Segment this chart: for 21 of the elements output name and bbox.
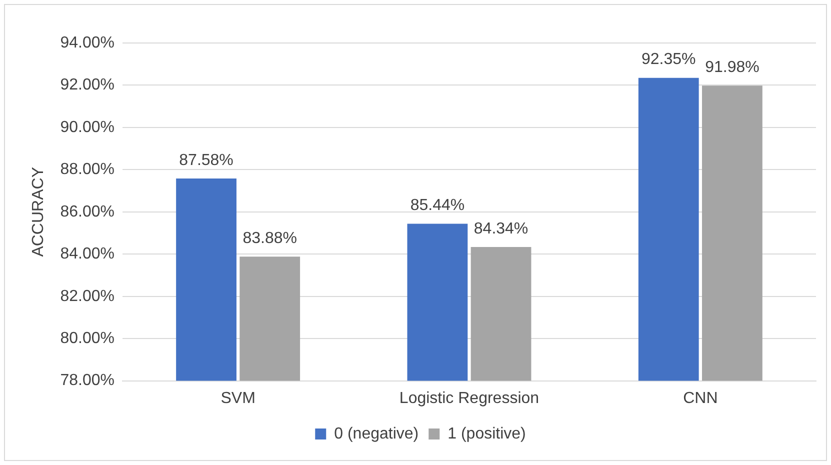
legend-label: 1 (positive) bbox=[448, 425, 526, 442]
x-tick-label: SVM bbox=[220, 390, 256, 407]
data-label: 83.88% bbox=[242, 230, 297, 248]
y-tick-label: 88.00% bbox=[60, 161, 114, 178]
y-tick-label: 80.00% bbox=[60, 330, 114, 347]
y-tick-label: 92.00% bbox=[60, 76, 114, 94]
y-tick-label: 82.00% bbox=[60, 288, 114, 305]
x-tick-label: Logistic Regression bbox=[399, 390, 540, 407]
data-label: 85.44% bbox=[410, 197, 465, 214]
x-tick-label: CNN bbox=[683, 390, 718, 407]
legend-label: 0 (negative) bbox=[334, 425, 419, 442]
y-tick-label: 78.00% bbox=[60, 372, 114, 390]
data-label: 84.34% bbox=[474, 220, 528, 238]
y-axis-title: ACCURACY bbox=[30, 166, 48, 257]
data-label: 87.58% bbox=[179, 152, 234, 169]
data-label: 91.98% bbox=[705, 59, 760, 76]
y-tick-label: 84.00% bbox=[60, 246, 114, 263]
data-label: 92.35% bbox=[641, 51, 696, 68]
y-tick-label: 90.00% bbox=[60, 118, 114, 136]
y-tick-label: 94.00% bbox=[60, 34, 114, 52]
y-tick-label: 86.00% bbox=[60, 203, 114, 220]
